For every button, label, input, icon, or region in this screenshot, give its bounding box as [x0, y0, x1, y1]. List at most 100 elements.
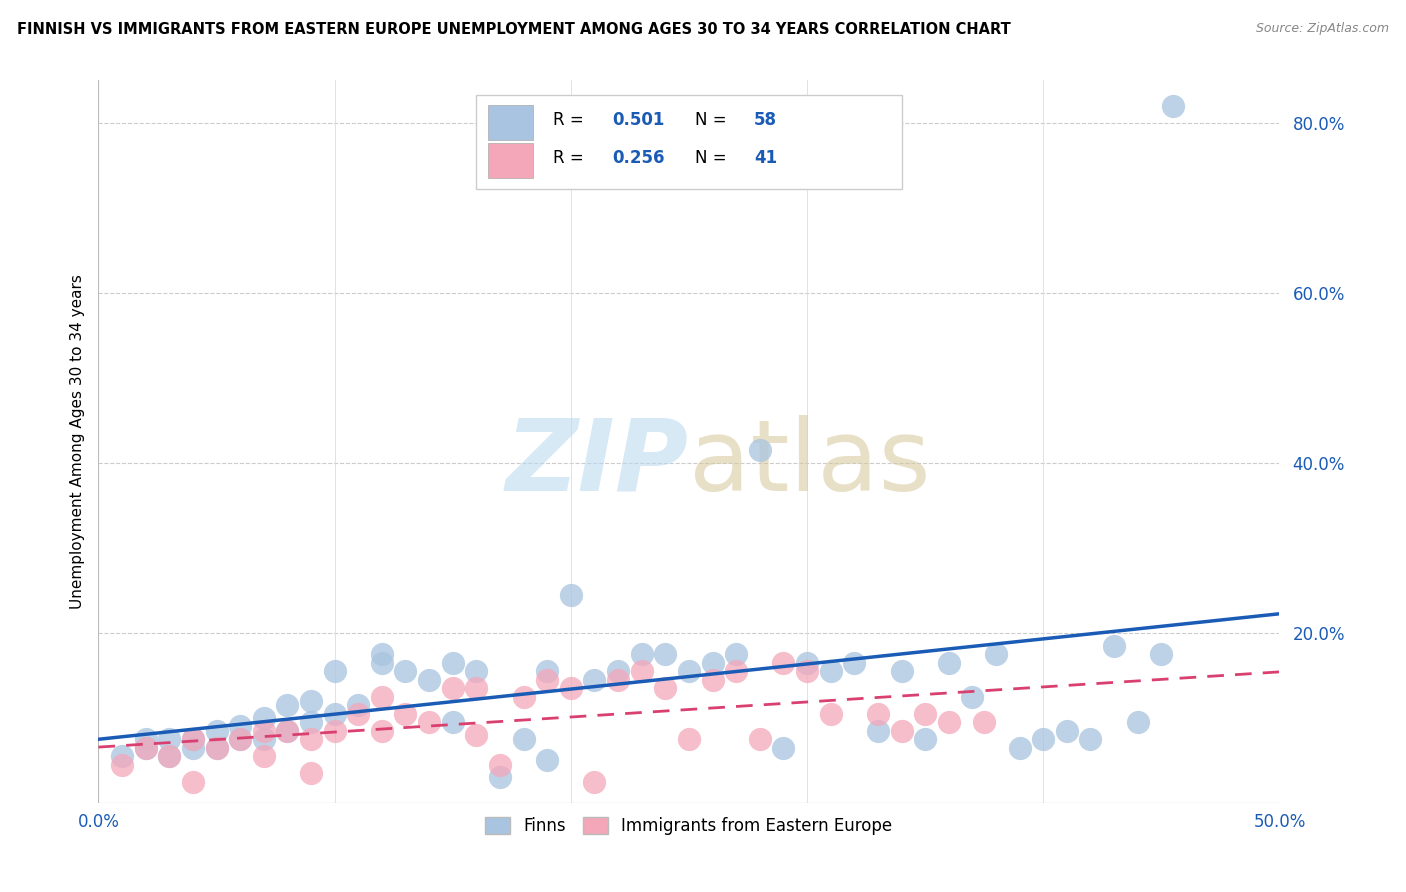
Text: 0.501: 0.501 [612, 111, 665, 129]
Point [276, 723, 298, 738]
Text: 41: 41 [754, 149, 778, 168]
Point [465, 664, 488, 678]
Point [536, 664, 558, 678]
Text: ZIP: ZIP [506, 415, 689, 512]
Point [418, 673, 440, 687]
Point [181, 732, 204, 747]
Point [938, 714, 960, 729]
Point [347, 698, 370, 712]
Text: N =: N = [695, 149, 731, 168]
Point [630, 647, 652, 661]
Point [394, 664, 416, 678]
Point [371, 723, 394, 738]
Text: R =: R = [553, 111, 589, 129]
Point [984, 647, 1007, 661]
Point [748, 443, 770, 458]
Point [323, 723, 346, 738]
Point [1161, 99, 1184, 113]
Text: N =: N = [695, 111, 731, 129]
Point [1102, 639, 1125, 653]
FancyBboxPatch shape [488, 143, 533, 178]
Point [914, 732, 936, 747]
Text: FINNISH VS IMMIGRANTS FROM EASTERN EUROPE UNEMPLOYMENT AMONG AGES 30 TO 34 YEARS: FINNISH VS IMMIGRANTS FROM EASTERN EUROP… [17, 22, 1011, 37]
Point [111, 749, 134, 764]
FancyBboxPatch shape [488, 105, 533, 139]
Point [866, 706, 889, 721]
Point [323, 664, 346, 678]
Point [181, 774, 204, 789]
Point [962, 690, 984, 704]
Point [583, 774, 606, 789]
Point [725, 647, 748, 661]
Point [489, 757, 512, 772]
Point [418, 714, 440, 729]
Point [441, 681, 464, 695]
Point [678, 664, 700, 678]
Point [512, 690, 534, 704]
Point [654, 681, 676, 695]
Text: Source: ZipAtlas.com: Source: ZipAtlas.com [1256, 22, 1389, 36]
Point [135, 740, 157, 755]
Point [394, 706, 416, 721]
Point [441, 714, 464, 729]
Point [678, 732, 700, 747]
Point [253, 749, 276, 764]
Point [820, 706, 842, 721]
Point [772, 740, 794, 755]
Point [205, 740, 228, 755]
Point [725, 664, 748, 678]
Point [371, 656, 394, 670]
Point [371, 690, 394, 704]
Point [299, 714, 322, 729]
Point [1056, 723, 1078, 738]
Point [489, 770, 512, 784]
Point [276, 698, 298, 712]
Point [536, 753, 558, 767]
Point [583, 673, 606, 687]
Point [347, 706, 370, 721]
Point [157, 732, 180, 747]
Point [465, 728, 488, 742]
Point [135, 732, 157, 747]
Point [1032, 732, 1054, 747]
Text: R =: R = [553, 149, 589, 168]
Point [229, 732, 252, 747]
FancyBboxPatch shape [477, 95, 901, 189]
Point [607, 673, 630, 687]
Point [465, 681, 488, 695]
Point [229, 732, 252, 747]
Point [205, 740, 228, 755]
Point [1126, 714, 1149, 729]
Point [181, 732, 204, 747]
Text: 0.256: 0.256 [612, 149, 665, 168]
Point [607, 664, 630, 678]
Point [938, 656, 960, 670]
Point [1080, 732, 1102, 747]
Point [536, 673, 558, 687]
Point [276, 723, 298, 738]
Point [796, 664, 818, 678]
Point [299, 694, 322, 708]
Point [157, 749, 180, 764]
Point [890, 723, 912, 738]
Point [253, 723, 276, 738]
Point [866, 723, 889, 738]
Point [181, 740, 204, 755]
Text: 58: 58 [754, 111, 778, 129]
Point [299, 766, 322, 780]
Point [205, 723, 228, 738]
Point [890, 664, 912, 678]
Point [820, 664, 842, 678]
Point [560, 588, 582, 602]
Point [630, 664, 652, 678]
Point [299, 732, 322, 747]
Point [323, 706, 346, 721]
Point [748, 732, 770, 747]
Point [914, 706, 936, 721]
Text: atlas: atlas [689, 415, 931, 512]
Point [253, 732, 276, 747]
Point [229, 719, 252, 733]
Point [441, 656, 464, 670]
Point [111, 757, 134, 772]
Point [796, 656, 818, 670]
